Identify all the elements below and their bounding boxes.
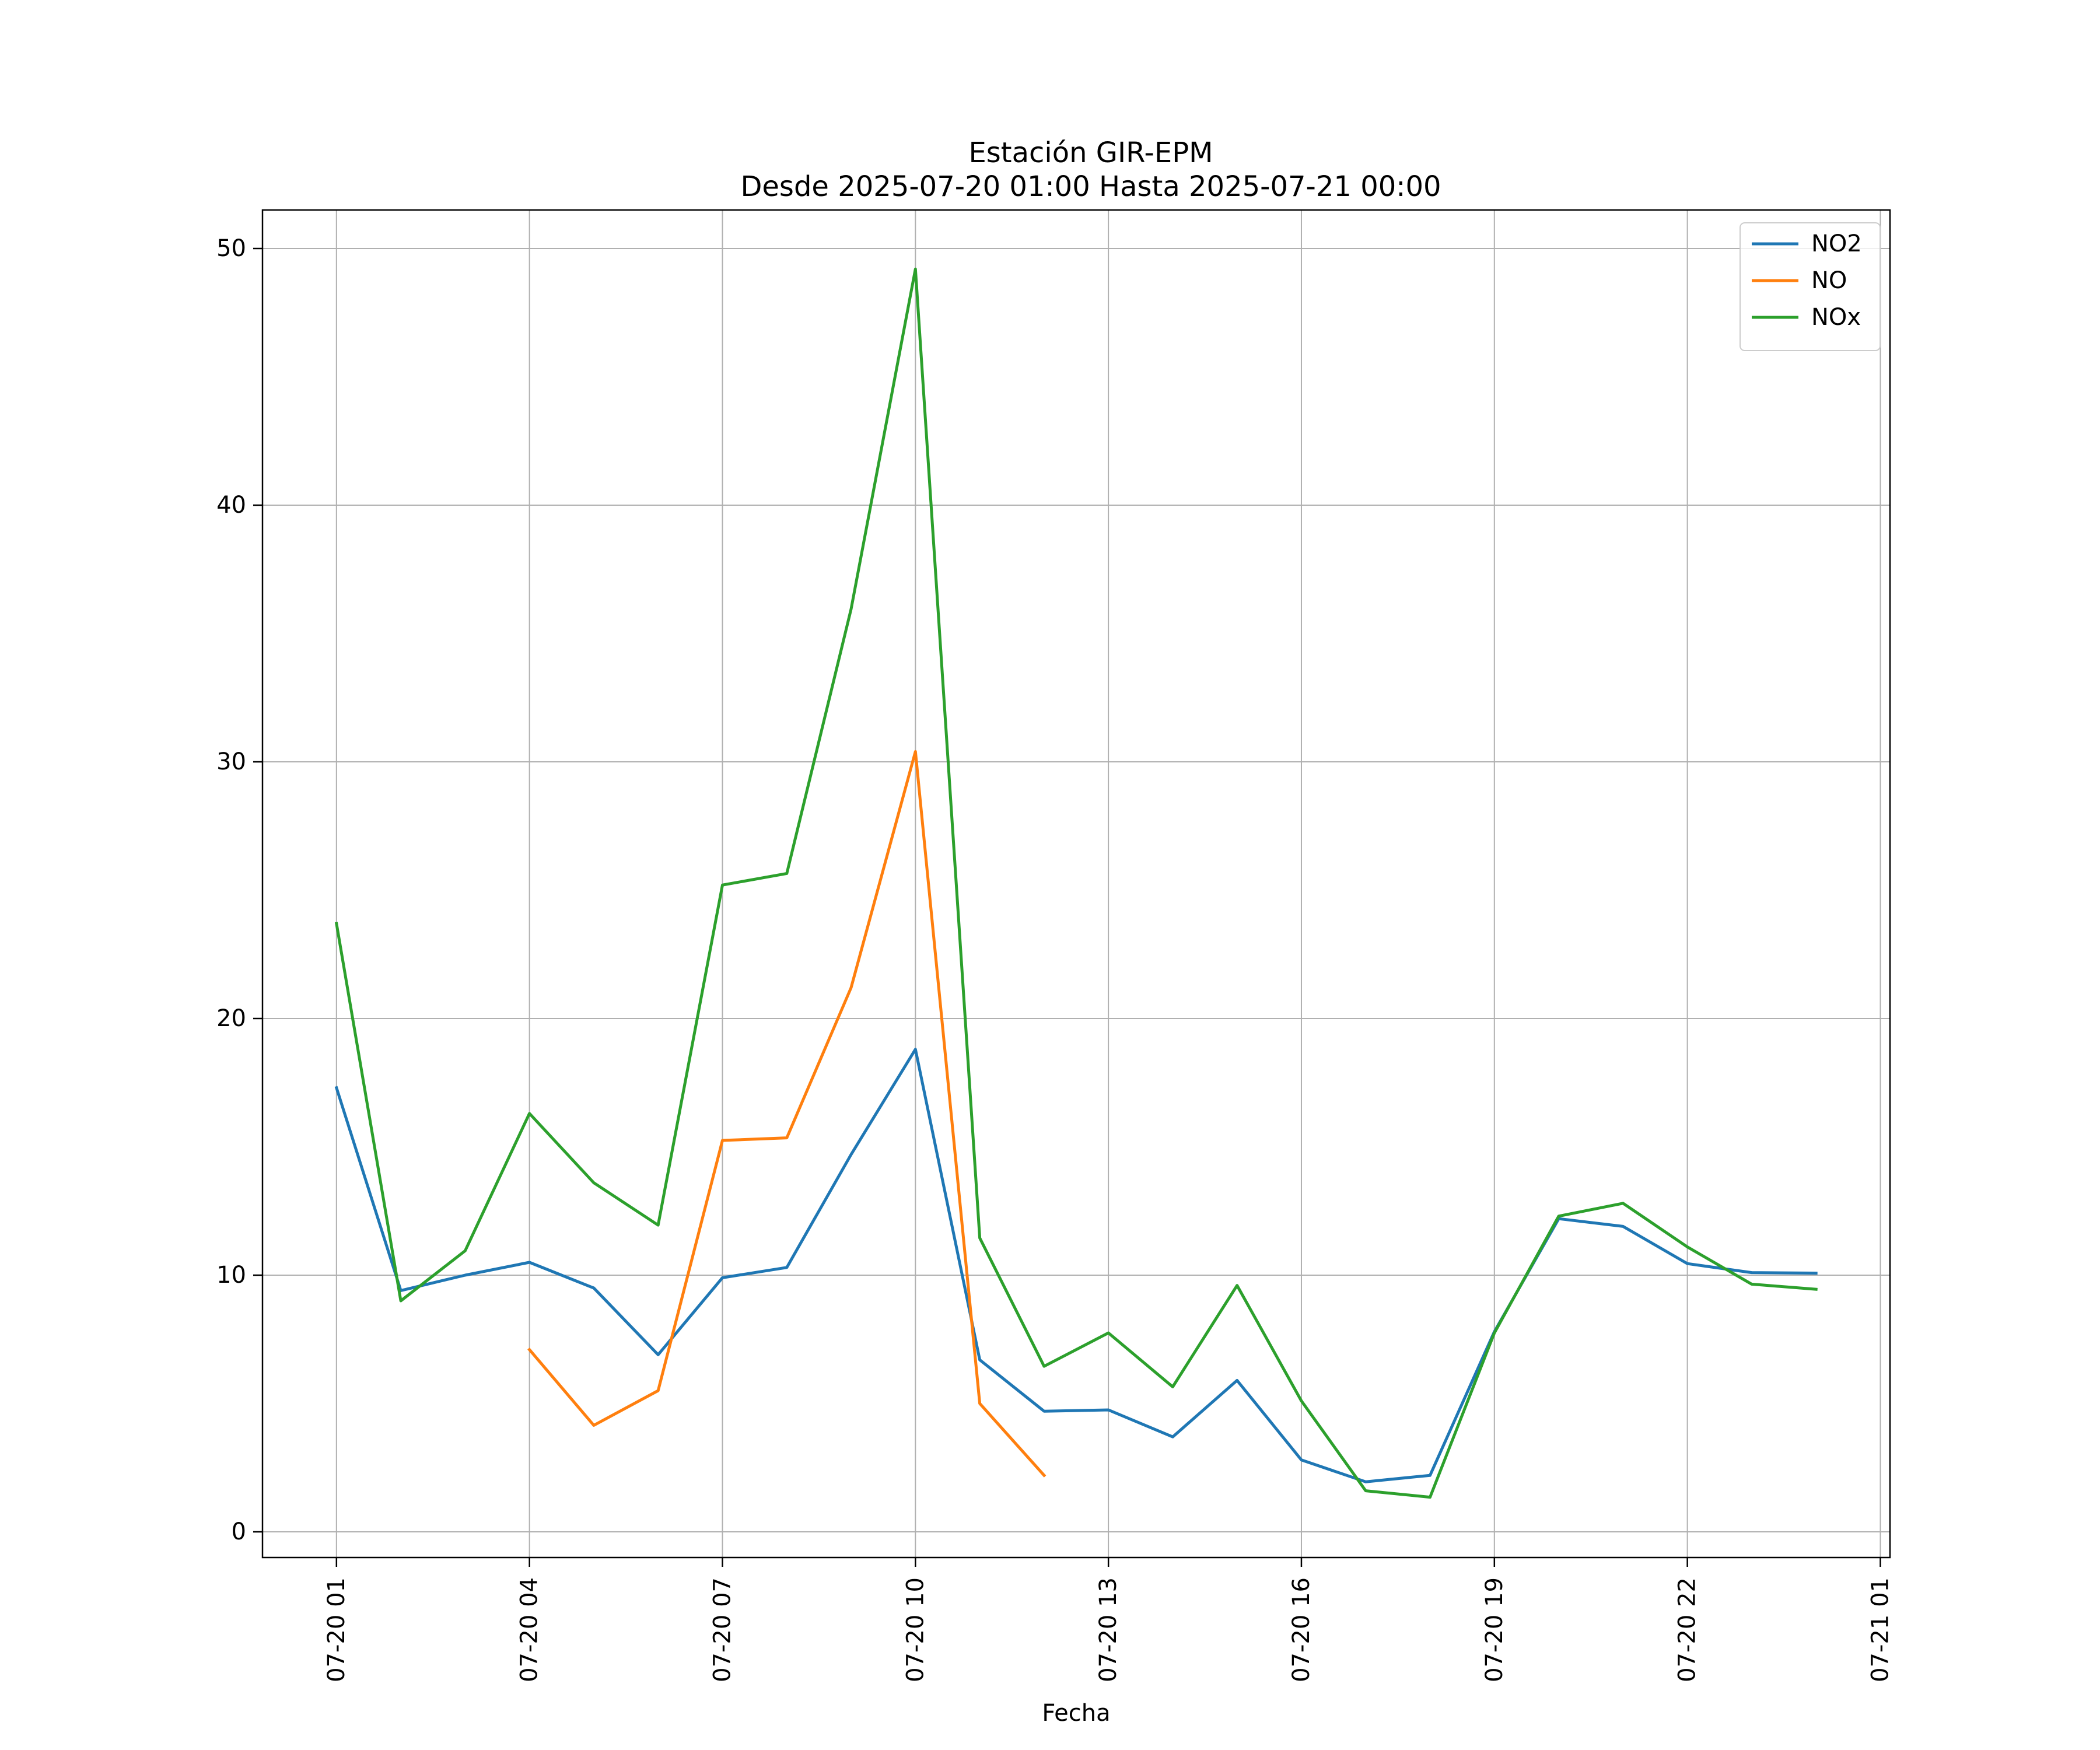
x-tick-label: 07-21 01 bbox=[1867, 1577, 1894, 1682]
y-tick-label: 0 bbox=[232, 1518, 246, 1545]
y-tick-label: 20 bbox=[216, 1005, 246, 1032]
x-tick-label: 07-20 16 bbox=[1288, 1577, 1315, 1682]
x-axis-label: Fecha bbox=[1042, 1700, 1110, 1727]
y-tick-label: 30 bbox=[216, 748, 246, 775]
y-tick-label: 40 bbox=[216, 492, 246, 519]
x-tick-label: 07-20 10 bbox=[902, 1577, 929, 1682]
legend-label-no2: NO2 bbox=[1811, 230, 1862, 257]
y-tick-label: 50 bbox=[216, 235, 246, 262]
y-tick-label: 10 bbox=[216, 1262, 246, 1289]
chart-subtitle: Desde 2025-07-20 01:00 Hasta 2025-07-21 … bbox=[740, 170, 1441, 203]
legend-label-nox: NOx bbox=[1811, 304, 1861, 331]
chart-title: Estación GIR-EPM bbox=[968, 136, 1213, 169]
series-lines bbox=[334, 267, 1818, 1499]
series-line-no bbox=[527, 750, 1046, 1478]
x-tick-label: 07-20 19 bbox=[1481, 1577, 1508, 1682]
x-tick-label: 07-20 01 bbox=[323, 1577, 350, 1682]
legend: NO2 NO NOx bbox=[1740, 222, 1881, 351]
axis-ticks: 07-20 01 07-20 04 07-20 07 07-20 10 07-20 13… bbox=[216, 235, 1894, 1682]
grid bbox=[262, 210, 1890, 1558]
legend-label-no: NO bbox=[1811, 267, 1847, 294]
x-tick-label: 07-20 04 bbox=[516, 1577, 543, 1682]
x-tick-label: 07-20 22 bbox=[1674, 1577, 1701, 1682]
x-tick-label: 07-20 07 bbox=[709, 1577, 736, 1682]
plot-frame bbox=[261, 209, 1891, 1559]
series-line-no2 bbox=[334, 1048, 1818, 1483]
series-line-nox bbox=[334, 267, 1818, 1499]
x-tick-label: 07-20 13 bbox=[1095, 1577, 1122, 1682]
